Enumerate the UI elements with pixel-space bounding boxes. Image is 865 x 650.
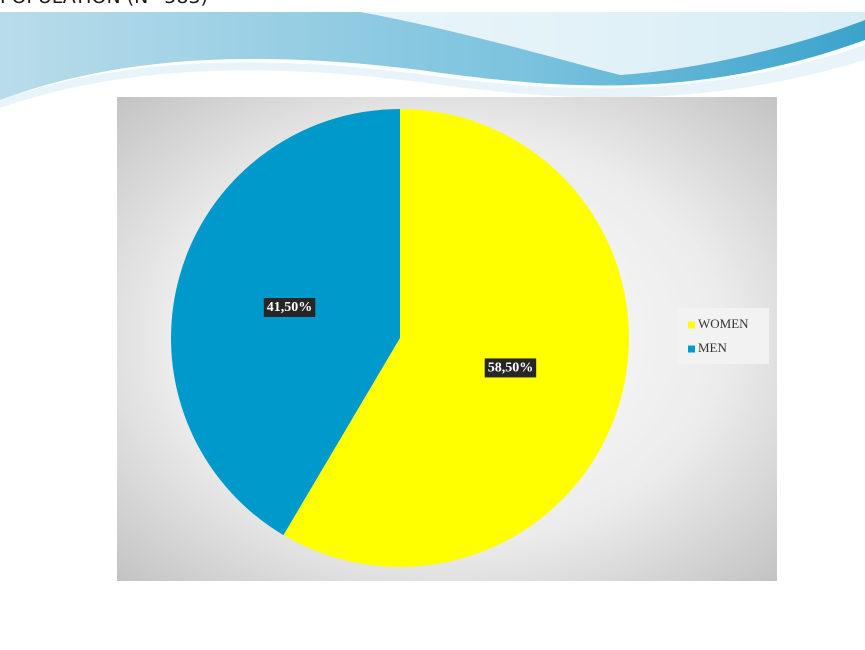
legend-swatch [688, 345, 695, 353]
value-label-bg [484, 358, 537, 378]
value-label: 58,50% [488, 360, 534, 375]
legend-label: MEN [698, 340, 728, 355]
pie-slice [283, 109, 629, 567]
value-label: 41,50% [267, 300, 313, 315]
pie [171, 109, 629, 567]
legend-label: WOMEN [698, 316, 749, 331]
header-swoosh [360, 12, 865, 75]
header-wave-light [0, 45, 865, 108]
pie-slice [171, 109, 400, 536]
value-label-bg [263, 298, 316, 318]
slide-title: POPULATION (N=583) [0, 0, 208, 8]
legend-box [677, 308, 769, 364]
legend-swatch [688, 321, 695, 329]
